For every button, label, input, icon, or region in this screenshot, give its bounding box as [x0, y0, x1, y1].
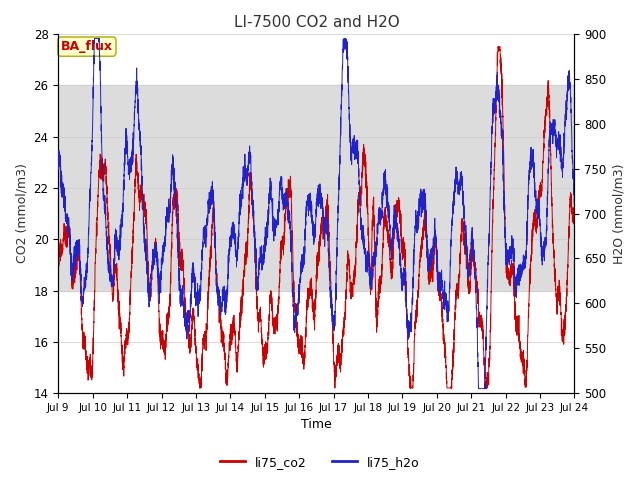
Text: BA_flux: BA_flux — [61, 40, 113, 53]
Bar — [58, 85, 575, 290]
Legend: li75_co2, li75_h2o: li75_co2, li75_h2o — [215, 451, 425, 474]
Title: LI-7500 CO2 and H2O: LI-7500 CO2 and H2O — [234, 15, 399, 30]
X-axis label: Time: Time — [301, 419, 332, 432]
Y-axis label: H2O (mmol/m3): H2O (mmol/m3) — [612, 163, 625, 264]
Y-axis label: CO2 (mmol/m3): CO2 (mmol/m3) — [15, 164, 28, 264]
